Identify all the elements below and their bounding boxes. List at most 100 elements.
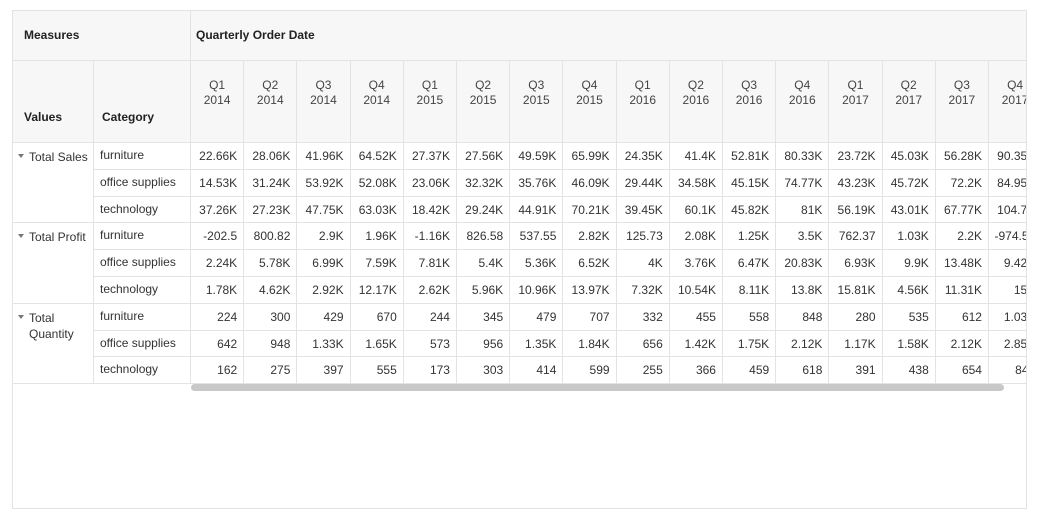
quarter: Q4 [794, 78, 811, 92]
year: 2015 [469, 93, 497, 107]
quarter: Q2 [262, 78, 279, 92]
value-cell: 6.47K [723, 250, 777, 277]
value-cell: 27.56K [457, 143, 511, 170]
column-header[interactable]: Q2 2017 [882, 61, 936, 143]
value-cell: 2.82K [563, 223, 617, 251]
value-cell: 1.03K [989, 304, 1026, 331]
value-cell: 459 [723, 357, 777, 385]
value-cell: 67.77K [935, 196, 989, 224]
value-cell: 345 [457, 303, 511, 331]
year: 2017 [842, 93, 869, 107]
values-header[interactable]: Values [13, 61, 94, 143]
value-cell: 13.48K [935, 250, 989, 277]
value-cell: 224 [191, 303, 245, 331]
value-cell: 32.32K [457, 169, 511, 197]
quarter: Q4 [368, 78, 385, 92]
value-cell: 573 [403, 330, 457, 358]
column-header[interactable]: Q4 2015 [563, 61, 617, 143]
row-group-label[interactable]: Total Sales [13, 143, 94, 224]
value-cell: 63.03K [350, 196, 404, 224]
quarter: Q3 [953, 78, 970, 92]
quarter: Q2 [687, 78, 704, 92]
value-cell: 2.92K [297, 277, 351, 304]
value-cell: 6.93K [829, 250, 883, 277]
column-header[interactable]: Q2 2016 [669, 61, 723, 143]
value-cell: 5.96K [457, 277, 511, 304]
value-cell: 479 [510, 303, 564, 331]
column-header[interactable]: Q1 2017 [829, 61, 883, 143]
value-cell: 11.31K [935, 277, 989, 304]
value-cell: 13.8K [776, 277, 830, 304]
quarter: Q3 [741, 78, 758, 92]
value-cell: 332 [616, 303, 670, 331]
column-header[interactable]: Q3 2014 [297, 61, 351, 143]
value-cell: 2.12K [776, 330, 830, 358]
value-cell: 43.01K [882, 196, 936, 224]
value-cell: 707 [563, 303, 617, 331]
quarter: Q2 [475, 78, 492, 92]
column-header[interactable]: Q4 2014 [350, 61, 404, 143]
row-group-label[interactable]: Total Quantity [13, 303, 94, 385]
category-header[interactable]: Category [94, 61, 191, 143]
value-cell: 9.42K [989, 250, 1026, 277]
value-cell: 1.58K [882, 330, 936, 358]
value-cell: 56.19K [829, 196, 883, 224]
year: 2017 [895, 93, 923, 107]
column-group-header[interactable]: Quarterly Order Date [191, 11, 1026, 61]
value-cell: 4.62K [244, 277, 298, 304]
value-cell: 52.08K [350, 169, 404, 197]
measures-header[interactable]: Measures [13, 11, 191, 61]
value-cell: 397 [297, 357, 351, 385]
value-cell: 4K [616, 250, 670, 277]
year: 2017 [1001, 93, 1027, 107]
column-header[interactable]: Q3 2016 [723, 61, 777, 143]
value-cell: 1.42K [669, 330, 723, 358]
value-cell: 414 [510, 357, 564, 385]
column-header[interactable]: Q1 2016 [616, 61, 670, 143]
value-cell: 60.1K [669, 196, 723, 224]
year: 2014 [256, 93, 284, 107]
value-cell: 455 [669, 303, 723, 331]
value-cell: 956 [457, 330, 511, 358]
value-cell: 24.35K [616, 143, 670, 170]
value-cell: 8.11K [723, 277, 777, 304]
column-header[interactable]: Q4 2017 [989, 61, 1027, 143]
value-cell: 1.17K [829, 330, 883, 358]
value-cell: 7.32K [616, 277, 670, 304]
value-cell: 847 [989, 357, 1026, 385]
value-cell: 84.95K [989, 170, 1026, 197]
value-cell: 5.4K [457, 250, 511, 277]
column-header[interactable]: Q3 2015 [510, 61, 564, 143]
quarter: Q4 [1007, 78, 1024, 92]
value-cell: 1.96K [350, 223, 404, 251]
year: 2016 [788, 93, 816, 107]
value-cell: 44.91K [510, 196, 564, 224]
value-cell: 23.06K [403, 169, 457, 197]
year: 2016 [735, 93, 763, 107]
value-cell: 5.36K [510, 250, 564, 277]
value-cell: 303 [457, 357, 511, 385]
value-cell: 65.99K [563, 143, 617, 170]
value-cell: 1.65K [350, 330, 404, 358]
value-cell: 2.9K [297, 223, 351, 251]
value-cell: 70.21K [563, 196, 617, 224]
horizontal-scrollbar[interactable] [191, 384, 1004, 391]
value-cell: 848 [776, 303, 830, 331]
value-cell: 3.76K [669, 250, 723, 277]
column-header[interactable]: Q3 2017 [935, 61, 989, 143]
column-header[interactable]: Q2 2015 [457, 61, 511, 143]
value-cell: 14.53K [191, 169, 245, 197]
row-group-label[interactable]: Total Profit [13, 223, 94, 304]
column-header[interactable]: Q2 2014 [244, 61, 298, 143]
column-header[interactable]: Q1 2014 [191, 61, 245, 143]
column-header[interactable]: Q1 2015 [403, 61, 457, 143]
value-cell: 535 [882, 303, 936, 331]
value-cell: 22.66K [191, 143, 245, 170]
quarter: Q3 [528, 78, 545, 92]
value-cell: 13.97K [563, 277, 617, 304]
year: 2014 [363, 93, 391, 107]
value-cell: 29.24K [457, 196, 511, 224]
value-cell: 43.23K [829, 169, 883, 197]
column-header[interactable]: Q4 2016 [776, 61, 830, 143]
value-cell: 31.24K [244, 169, 298, 197]
